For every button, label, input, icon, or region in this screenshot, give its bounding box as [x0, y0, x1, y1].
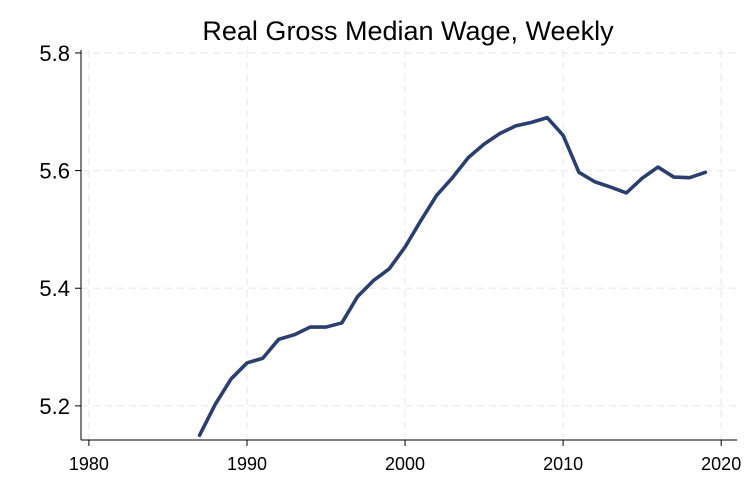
y-tick-label: 5.8 [39, 41, 70, 66]
x-tick-label: 1980 [69, 454, 109, 474]
series-line [197, 115, 708, 438]
y-tick-label: 5.4 [39, 276, 70, 301]
y-tick-label: 5.2 [39, 394, 70, 419]
x-tick-label: 2020 [701, 454, 741, 474]
y-tick-label: 5.6 [39, 159, 70, 184]
x-tick-label: 2010 [543, 454, 583, 474]
x-tick-label: 2000 [385, 454, 425, 474]
chart-title: Real Gross Median Wage, Weekly [202, 16, 614, 46]
x-tick-label: 1990 [227, 454, 267, 474]
